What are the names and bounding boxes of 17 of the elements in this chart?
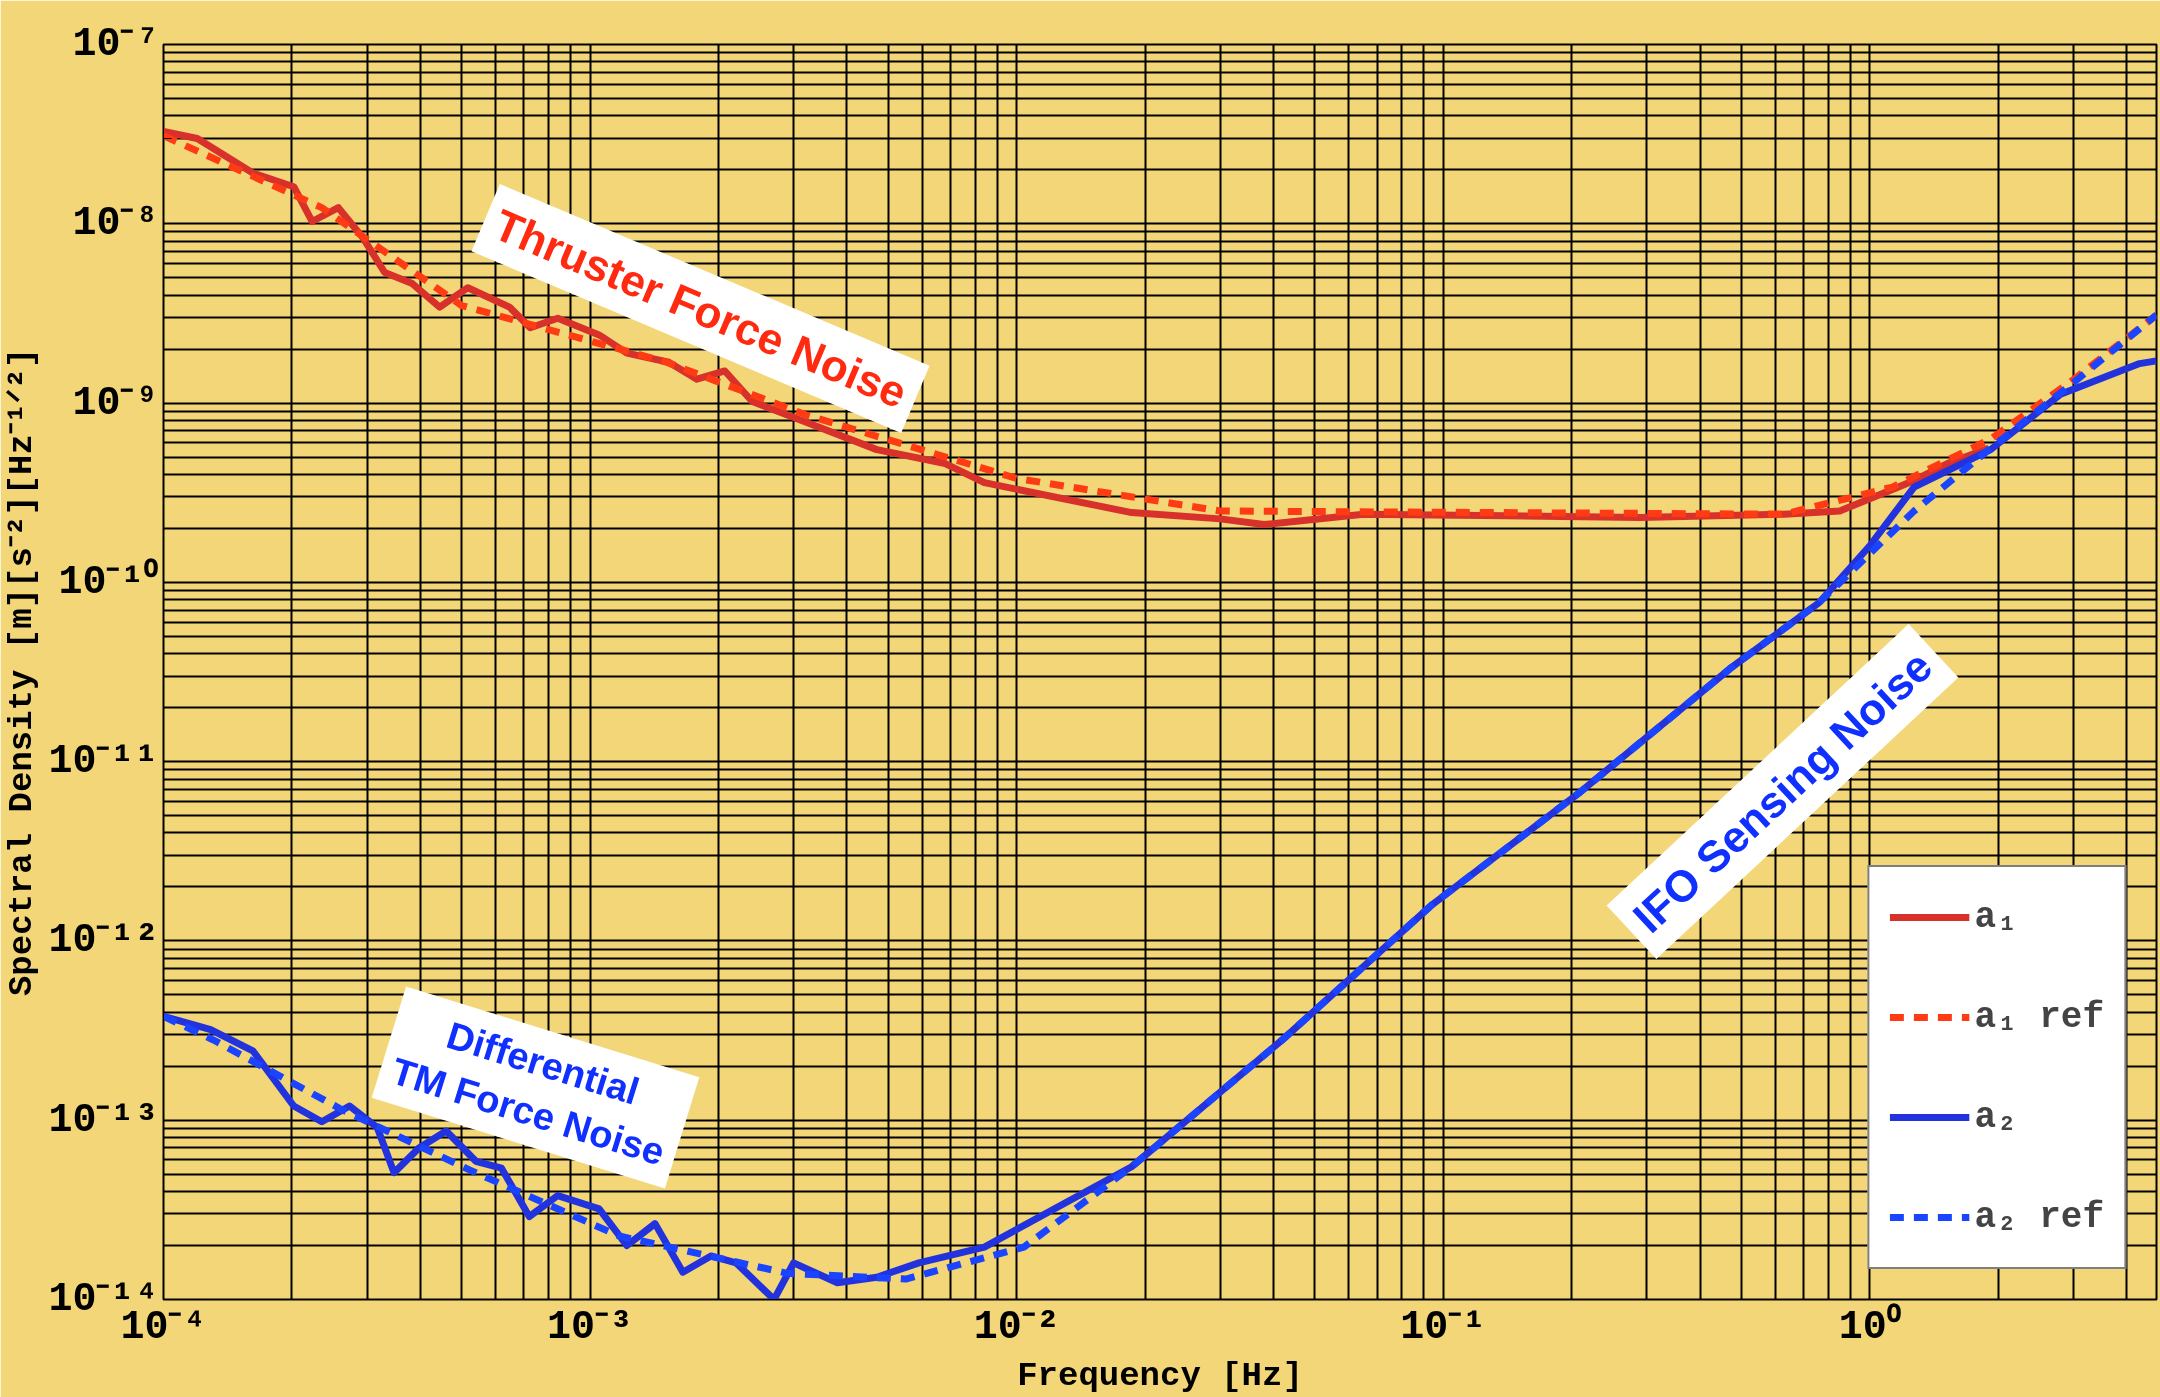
y-tick-label: 10⁻⁹ (72, 380, 159, 426)
y-axis-title: Spectral Density [m][s⁻²][Hz⁻¹ᐟ²] (3, 347, 42, 997)
x-tick-label: 10⁻³ (547, 1304, 634, 1350)
y-tick-label: 10⁻⁸ (72, 201, 159, 247)
y-tick-label: 10⁻¹¹ (48, 739, 159, 785)
legend-label: a₁ (1974, 895, 2018, 940)
x-tick-label: 10⁻¹ (1400, 1304, 1487, 1350)
legend-label: a₂ ref (1974, 1195, 2104, 1240)
x-tick-label: 10⁻² (973, 1304, 1060, 1350)
x-tick-label: 10⁰ (1838, 1302, 1901, 1350)
legend-label: a₂ (1974, 1095, 2018, 1140)
y-tick-label: 10⁻¹³ (48, 1097, 159, 1143)
x-axis-title: Frequency [Hz] (1017, 1356, 1303, 1395)
legend-label: a₁ ref (1974, 995, 2104, 1040)
y-tick-label: 10⁻⁷ (72, 22, 159, 67)
y-tick-label: 10⁻¹⁰ (58, 557, 159, 605)
y-tick-label: 10⁻¹² (48, 918, 159, 964)
